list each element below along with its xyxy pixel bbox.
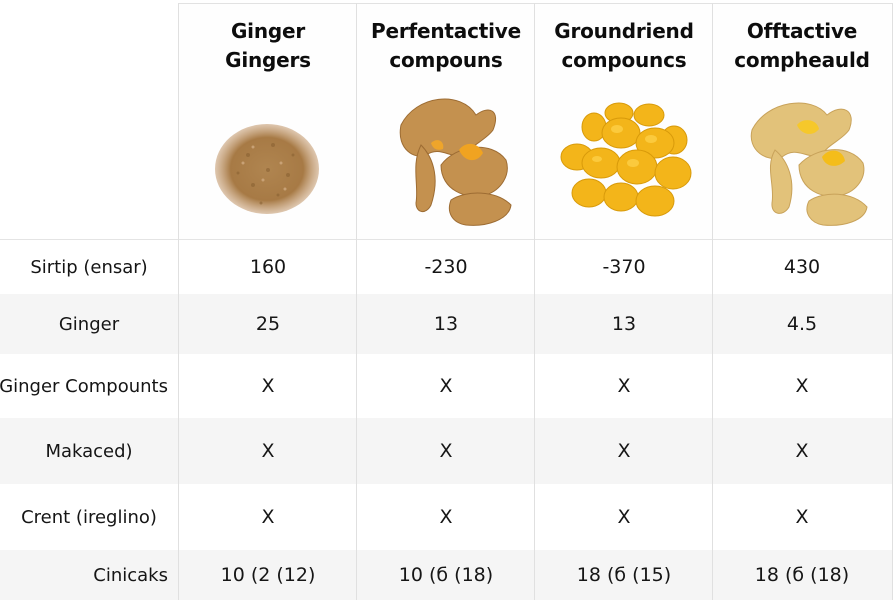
row-label: Cinicaks <box>93 564 168 586</box>
table-cell: -230 <box>424 256 468 278</box>
column-divider <box>356 3 357 600</box>
cross-icon: X <box>795 375 809 397</box>
column-header-1: Ginger Gingers <box>179 3 357 240</box>
table-cell: 10 (б (18) <box>398 564 494 586</box>
column-title: Offtactive compheauld <box>734 19 870 72</box>
column-divider <box>892 3 893 600</box>
table-cell: 18 (б (18) <box>754 564 850 586</box>
table-cell: 430 <box>783 256 821 278</box>
table-cell: 13 <box>611 313 637 335</box>
header-divider <box>0 239 893 240</box>
row-label: Crent (ireglino) <box>21 506 157 528</box>
table-row: Cinicaks 10 (2 (12) 10 (б (18) 18 (б (15… <box>0 550 893 600</box>
cross-icon: X <box>439 440 453 462</box>
table-row: Ginger Compounts X X X X <box>0 354 893 418</box>
column-header-3: Groundriend compouncs <box>535 3 713 240</box>
cross-icon: X <box>261 440 275 462</box>
cross-icon: X <box>795 440 809 462</box>
cross-icon: X <box>439 375 453 397</box>
cross-icon: X <box>617 506 631 528</box>
cross-icon: X <box>261 375 275 397</box>
row-label: Sirtip (ensar) <box>30 256 148 278</box>
yellow-ginger-pieces-image <box>560 102 692 217</box>
fresh-ginger-root-image <box>399 98 512 226</box>
pale-ginger-root-image <box>750 102 868 226</box>
cross-icon: X <box>261 506 275 528</box>
table-cell: 25 <box>255 313 281 335</box>
table-cell: 160 <box>249 256 287 278</box>
column-title: Perfentactive compouns <box>371 19 521 72</box>
row-label: Makaced) <box>45 440 133 462</box>
table-row: Ginger 25 13 13 4.5 <box>0 294 893 354</box>
table-cell: 18 (б (15) <box>576 564 672 586</box>
row-label: Ginger <box>58 313 120 335</box>
table-row: Crent (ireglino) X X X X <box>0 484 893 550</box>
column-title: Ginger Gingers <box>225 19 311 72</box>
column-title: Groundriend compouncs <box>554 19 694 72</box>
row-label: Ginger Compounts <box>0 375 168 397</box>
table-row: Makaced) X X X X <box>0 418 893 484</box>
table-row: Sirtip (ensar) 160 -230 -370 430 <box>0 240 893 294</box>
column-divider <box>712 3 713 600</box>
table-cell: -370 <box>602 256 646 278</box>
cross-icon: X <box>617 440 631 462</box>
table-cell: 4.5 <box>786 313 818 335</box>
column-divider <box>178 3 179 600</box>
column-divider <box>534 3 535 600</box>
column-header-4: Offtactive compheauld <box>713 3 891 240</box>
column-header-2: Perfentactive compouns <box>357 3 535 240</box>
cross-icon: X <box>617 375 631 397</box>
header-border <box>178 3 893 240</box>
cross-icon: X <box>439 506 453 528</box>
cross-icon: X <box>795 506 809 528</box>
table-cell: 10 (2 (12) <box>220 564 316 586</box>
ground-ginger-powder-image <box>215 124 319 214</box>
table-cell: 13 <box>433 313 459 335</box>
